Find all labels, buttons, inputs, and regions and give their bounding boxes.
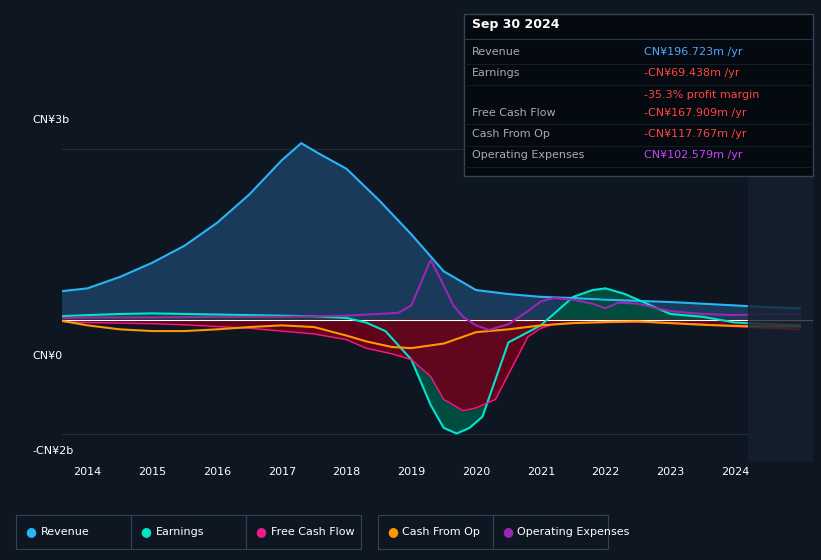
Text: Cash From Op: Cash From Op bbox=[402, 527, 480, 537]
Text: Free Cash Flow: Free Cash Flow bbox=[271, 527, 355, 537]
Bar bbox=[748, 120, 813, 462]
Text: Revenue: Revenue bbox=[41, 527, 89, 537]
Text: ●: ● bbox=[255, 525, 267, 539]
Text: -CN¥117.767m /yr: -CN¥117.767m /yr bbox=[644, 129, 747, 139]
Text: CN¥0: CN¥0 bbox=[33, 351, 63, 361]
Text: Earnings: Earnings bbox=[472, 68, 521, 78]
Text: CN¥196.723m /yr: CN¥196.723m /yr bbox=[644, 47, 743, 57]
Text: ●: ● bbox=[140, 525, 152, 539]
Text: -CN¥69.438m /yr: -CN¥69.438m /yr bbox=[644, 68, 740, 78]
Text: Operating Expenses: Operating Expenses bbox=[517, 527, 630, 537]
Text: ●: ● bbox=[502, 525, 513, 539]
Text: -35.3% profit margin: -35.3% profit margin bbox=[644, 90, 760, 100]
Text: ●: ● bbox=[25, 525, 37, 539]
Text: -CN¥2b: -CN¥2b bbox=[33, 446, 74, 456]
Text: Free Cash Flow: Free Cash Flow bbox=[472, 108, 556, 118]
Text: Revenue: Revenue bbox=[472, 47, 521, 57]
Text: Earnings: Earnings bbox=[156, 527, 204, 537]
Text: Cash From Op: Cash From Op bbox=[472, 129, 550, 139]
Text: ●: ● bbox=[387, 525, 398, 539]
Text: -CN¥167.909m /yr: -CN¥167.909m /yr bbox=[644, 108, 747, 118]
Text: CN¥3b: CN¥3b bbox=[33, 115, 70, 125]
Text: Sep 30 2024: Sep 30 2024 bbox=[472, 18, 560, 31]
Text: Operating Expenses: Operating Expenses bbox=[472, 150, 585, 160]
Text: CN¥102.579m /yr: CN¥102.579m /yr bbox=[644, 150, 743, 160]
